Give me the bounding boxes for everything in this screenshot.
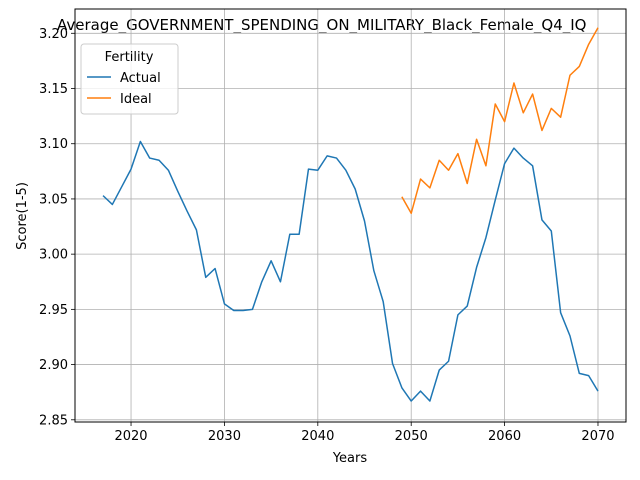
x-tick-label: 2060: [488, 429, 521, 444]
axis-ticks: 2020 2030 2040 2050 2060 2070 2.85 2.90 2.95 3.00…: [39, 27, 614, 444]
x-tick-label: 2070: [581, 429, 614, 444]
y-tick-label: 3.05: [39, 192, 68, 207]
y-tick-label: 3.10: [39, 137, 68, 152]
y-tick-label: 2.85: [39, 413, 68, 428]
x-tick-label: 2040: [301, 429, 334, 444]
legend: Fertility Actual Ideal: [80, 43, 179, 115]
y-tick-label: 2.90: [39, 358, 68, 373]
x-axis-label: Years: [332, 451, 368, 466]
plot-area-frame: [74, 8, 627, 423]
chart-title: Average_GOVERNMENT_SPENDING_ON_MILITARY_…: [57, 16, 587, 35]
grid: [75, 9, 626, 422]
y-tick-label: 3.15: [39, 82, 68, 97]
legend-label-actual: Actual: [120, 71, 161, 86]
legend-title: Fertility: [105, 50, 154, 65]
y-tick-label: 2.95: [39, 303, 68, 318]
series-line-ideal: [401, 27, 599, 215]
y-tick-label: 3.20: [39, 27, 68, 42]
y-tick-label: 3.00: [39, 248, 68, 263]
series-line-actual: [102, 140, 599, 402]
x-tick-label: 2050: [395, 429, 428, 444]
legend-label-ideal: Ideal: [120, 92, 152, 107]
legend-frame: [80, 43, 179, 115]
y-axis-label: Score(1-5): [15, 182, 30, 250]
x-tick-label: 2030: [208, 429, 241, 444]
series-lines: [102, 27, 599, 402]
x-tick-label: 2020: [114, 429, 147, 444]
